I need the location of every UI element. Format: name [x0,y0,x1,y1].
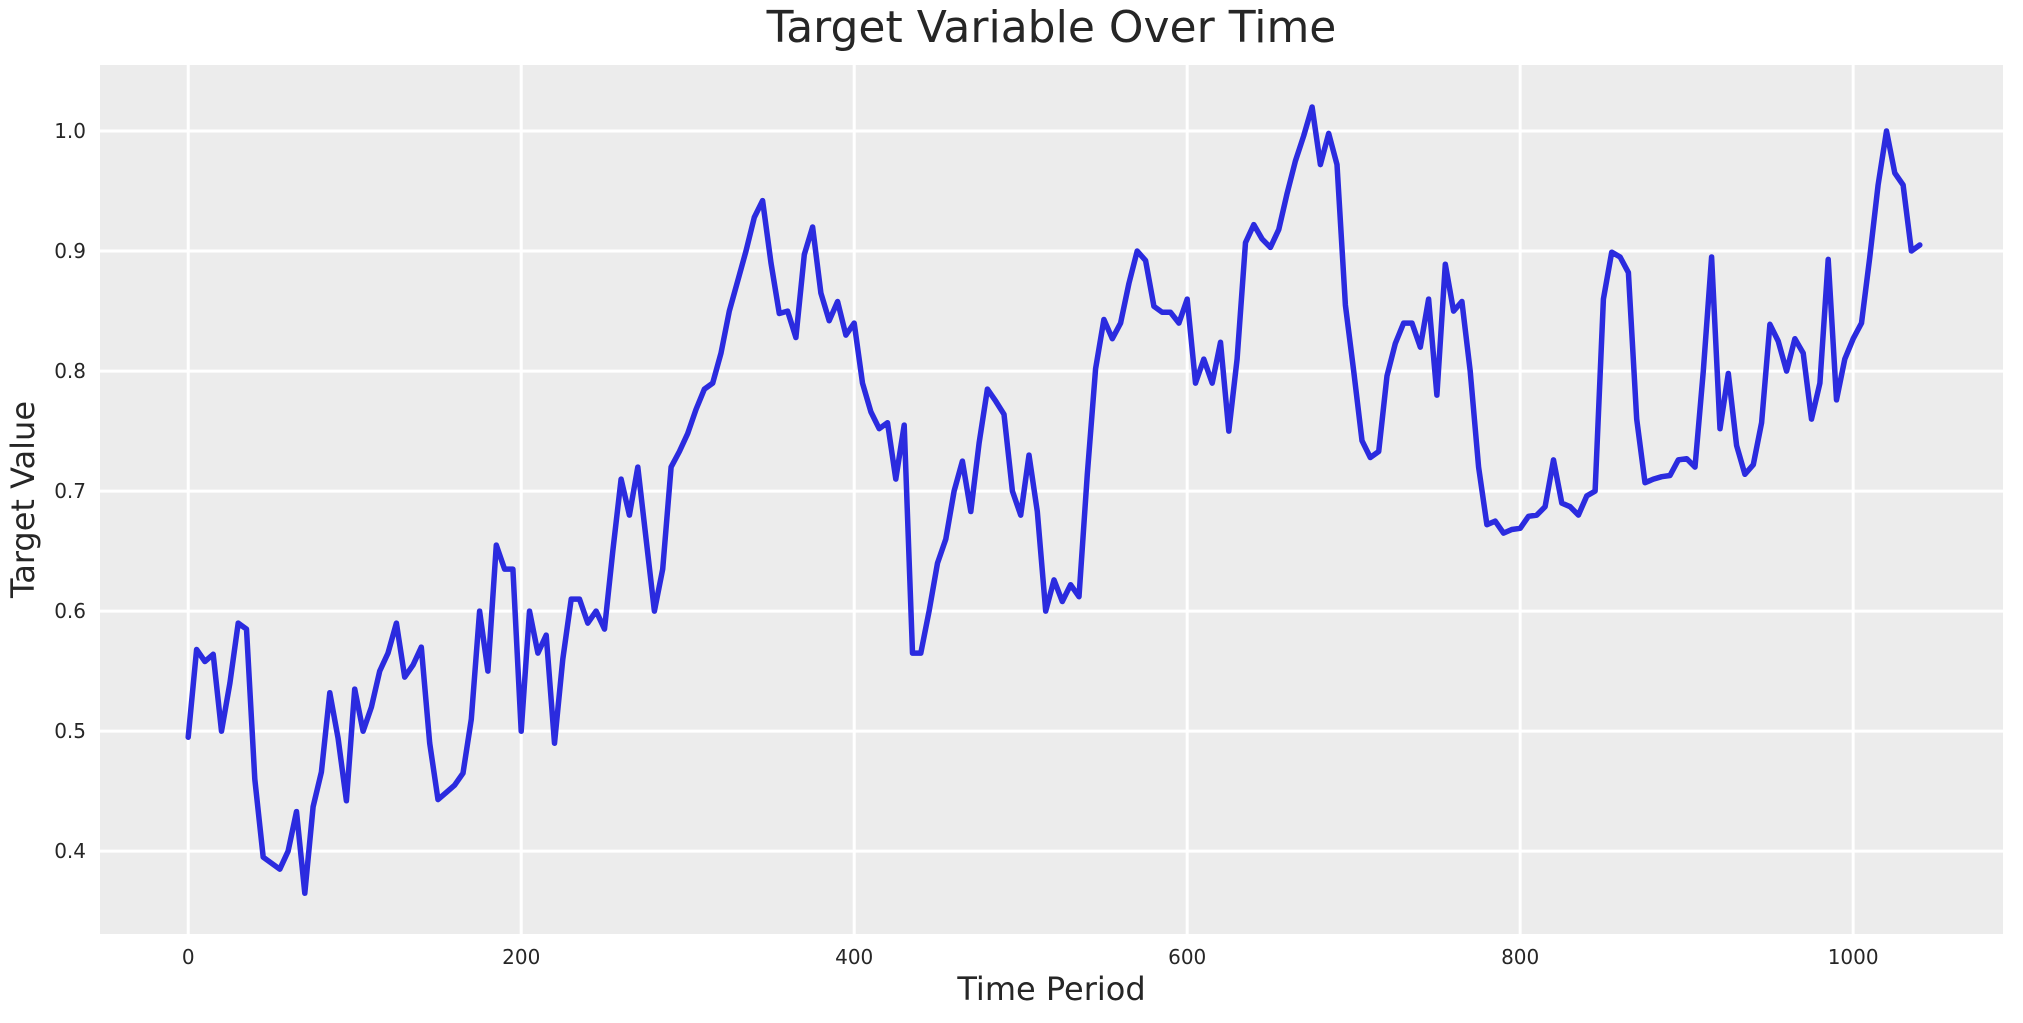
y-tick-label: 1.0 [54,119,86,143]
chart-title: Target Variable Over Time [766,2,1337,53]
x-tick-label: 800 [1501,945,1539,969]
gridlines [100,65,2003,934]
y-tick-label: 0.5 [54,719,86,743]
target-series-line [185,104,1923,896]
y-axis-label: Target Value [4,401,42,599]
x-axis-label: Time Period [956,970,1145,1008]
y-tick-label: 0.9 [54,239,86,263]
y-tick-label: 0.4 [54,839,86,863]
x-tick-label: 1000 [1828,945,1879,969]
y-tick-label: 0.6 [54,599,86,623]
x-tick-label: 600 [1168,945,1206,969]
x-tick-label: 200 [502,945,540,969]
y-tick-label: 0.7 [54,479,86,503]
y-tick-labels: 0.4 0.5 0.6 0.7 0.8 0.9 1.0 [54,119,86,863]
x-tick-label: 400 [835,945,873,969]
plot-area [100,65,2003,934]
y-tick-label: 0.8 [54,359,86,383]
x-tick-labels: 0 200 400 600 800 1000 [182,945,1879,969]
x-tick-label: 0 [182,945,195,969]
